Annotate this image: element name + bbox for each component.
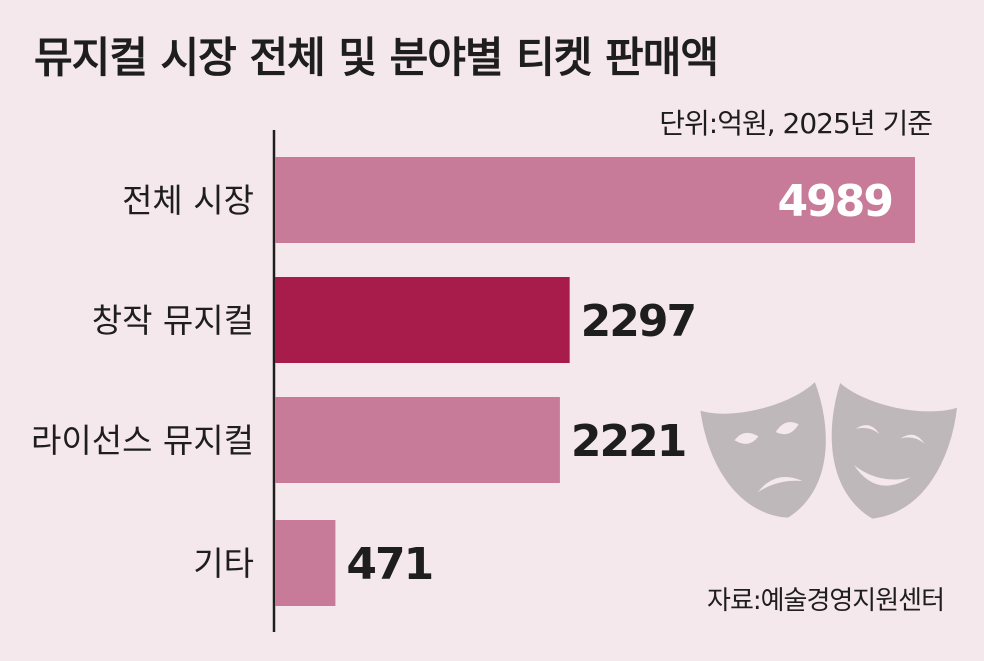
value-label: 2297 [581,296,695,347]
category-label: 라이선스 뮤지컬 [31,421,254,460]
value-label: 471 [346,539,432,590]
bar-1 [275,157,915,243]
value-label: 4989 [778,176,892,227]
chart-title: 뮤지컬 시장 전체 및 분야별 티켓 판매액 [34,33,719,82]
bar-2 [275,277,570,363]
source-note: 자료:예술경영지원센터 [707,586,945,616]
category-label: 창작 뮤지컬 [92,301,254,340]
bars-group: 전체 시장 4989 창작 뮤지컬 2297 라이선스 뮤지컬 2221 기타 471 [31,157,915,606]
bar-3 [275,397,560,483]
unit-note: 단위:억원, 2025년 기준 [659,107,933,140]
category-label: 기타 [193,544,254,583]
value-label: 2221 [571,416,685,467]
bar-4 [275,520,336,606]
category-label: 전체 시장 [122,181,254,220]
theater-masks-icon [700,377,961,522]
